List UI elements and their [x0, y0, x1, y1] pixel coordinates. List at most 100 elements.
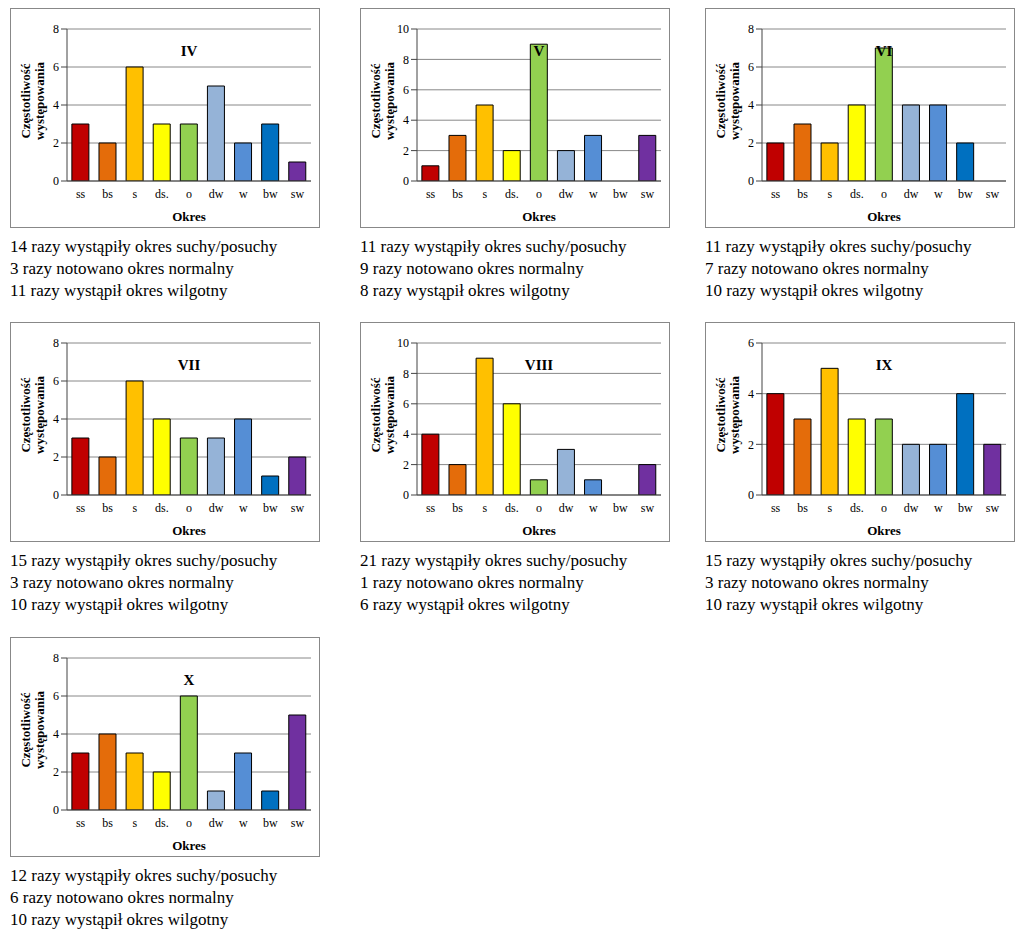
svg-text:2: 2	[748, 438, 754, 452]
svg-text:o: o	[881, 501, 887, 515]
svg-text:8: 8	[403, 367, 409, 381]
svg-text:dw: dw	[209, 501, 224, 515]
svg-text:bw: bw	[613, 187, 628, 201]
svg-text:Okres: Okres	[172, 523, 206, 538]
svg-text:bs: bs	[102, 187, 113, 201]
svg-text:6: 6	[53, 689, 59, 703]
svg-text:o: o	[536, 501, 542, 515]
svg-text:ss: ss	[76, 501, 86, 515]
svg-text:4: 4	[403, 113, 409, 127]
svg-text:sw: sw	[291, 501, 305, 515]
svg-text:dw: dw	[559, 187, 574, 201]
svg-text:bw: bw	[958, 187, 973, 201]
svg-text:s: s	[132, 816, 137, 830]
svg-text:0: 0	[748, 174, 754, 188]
svg-text:ds.: ds.	[505, 501, 519, 515]
svg-text:2: 2	[53, 450, 59, 464]
svg-text:8: 8	[403, 53, 409, 67]
svg-text:s: s	[827, 187, 832, 201]
svg-text:2: 2	[53, 765, 59, 779]
svg-text:Okres: Okres	[522, 523, 556, 538]
svg-text:6: 6	[403, 397, 409, 411]
svg-text:ds.: ds.	[850, 501, 864, 515]
svg-text:s: s	[132, 501, 137, 515]
svg-text:Okres: Okres	[867, 209, 901, 224]
svg-text:Okres: Okres	[172, 209, 206, 224]
svg-text:bs: bs	[797, 501, 808, 515]
svg-text:dw: dw	[904, 187, 919, 201]
svg-text:o: o	[881, 187, 887, 201]
svg-text:6: 6	[748, 336, 754, 350]
svg-text:o: o	[536, 187, 542, 201]
svg-text:0: 0	[748, 488, 754, 502]
svg-text:2: 2	[403, 458, 409, 472]
svg-text:bw: bw	[263, 501, 278, 515]
svg-text:bs: bs	[102, 816, 113, 830]
svg-text:sw: sw	[641, 187, 655, 201]
svg-text:w: w	[589, 187, 598, 201]
svg-text:Okres: Okres	[867, 523, 901, 538]
svg-text:8: 8	[53, 651, 59, 665]
svg-text:4: 4	[403, 427, 409, 441]
svg-text:6: 6	[53, 374, 59, 388]
svg-text:s: s	[482, 501, 487, 515]
svg-text:w: w	[239, 816, 248, 830]
svg-text:4: 4	[748, 98, 754, 112]
svg-text:10: 10	[397, 336, 409, 350]
svg-text:dw: dw	[209, 187, 224, 201]
svg-text:0: 0	[403, 488, 409, 502]
svg-text:o: o	[186, 501, 192, 515]
svg-text:10: 10	[397, 22, 409, 36]
svg-text:ds.: ds.	[505, 187, 519, 201]
svg-text:w: w	[589, 501, 598, 515]
svg-text:2: 2	[53, 136, 59, 150]
svg-text:ss: ss	[771, 187, 781, 201]
svg-text:sw: sw	[986, 501, 1000, 515]
svg-text:ss: ss	[426, 187, 436, 201]
svg-text:o: o	[186, 187, 192, 201]
svg-text:w: w	[934, 501, 943, 515]
svg-text:s: s	[827, 501, 832, 515]
svg-text:2: 2	[748, 136, 754, 150]
svg-text:sw: sw	[986, 187, 1000, 201]
svg-text:8: 8	[53, 22, 59, 36]
svg-text:8: 8	[53, 336, 59, 350]
svg-text:6: 6	[748, 60, 754, 74]
svg-text:0: 0	[53, 174, 59, 188]
svg-text:4: 4	[748, 387, 754, 401]
svg-text:ss: ss	[426, 501, 436, 515]
svg-text:bs: bs	[452, 501, 463, 515]
svg-text:w: w	[239, 501, 248, 515]
svg-text:Okres: Okres	[522, 209, 556, 224]
svg-text:bs: bs	[452, 187, 463, 201]
svg-text:bw: bw	[613, 501, 628, 515]
svg-text:dw: dw	[559, 501, 574, 515]
svg-text:ss: ss	[771, 501, 781, 515]
svg-text:bs: bs	[102, 501, 113, 515]
svg-text:ss: ss	[76, 816, 86, 830]
svg-text:sw: sw	[291, 187, 305, 201]
svg-text:6: 6	[403, 83, 409, 97]
svg-text:dw: dw	[209, 816, 224, 830]
svg-text:4: 4	[53, 98, 59, 112]
svg-text:4: 4	[53, 412, 59, 426]
svg-text:0: 0	[53, 488, 59, 502]
svg-text:w: w	[934, 187, 943, 201]
svg-text:bs: bs	[797, 187, 808, 201]
svg-text:Okres: Okres	[172, 838, 206, 853]
svg-text:0: 0	[403, 174, 409, 188]
svg-text:s: s	[132, 187, 137, 201]
svg-text:6: 6	[53, 60, 59, 74]
svg-text:8: 8	[748, 22, 754, 36]
svg-text:dw: dw	[904, 501, 919, 515]
svg-text:2: 2	[403, 144, 409, 158]
svg-text:bw: bw	[263, 816, 278, 830]
svg-text:4: 4	[53, 727, 59, 741]
svg-text:ss: ss	[76, 187, 86, 201]
svg-text:bw: bw	[958, 501, 973, 515]
svg-text:ds.: ds.	[850, 187, 864, 201]
svg-text:ds.: ds.	[155, 187, 169, 201]
svg-text:o: o	[186, 816, 192, 830]
svg-text:0: 0	[53, 803, 59, 817]
svg-text:sw: sw	[291, 816, 305, 830]
